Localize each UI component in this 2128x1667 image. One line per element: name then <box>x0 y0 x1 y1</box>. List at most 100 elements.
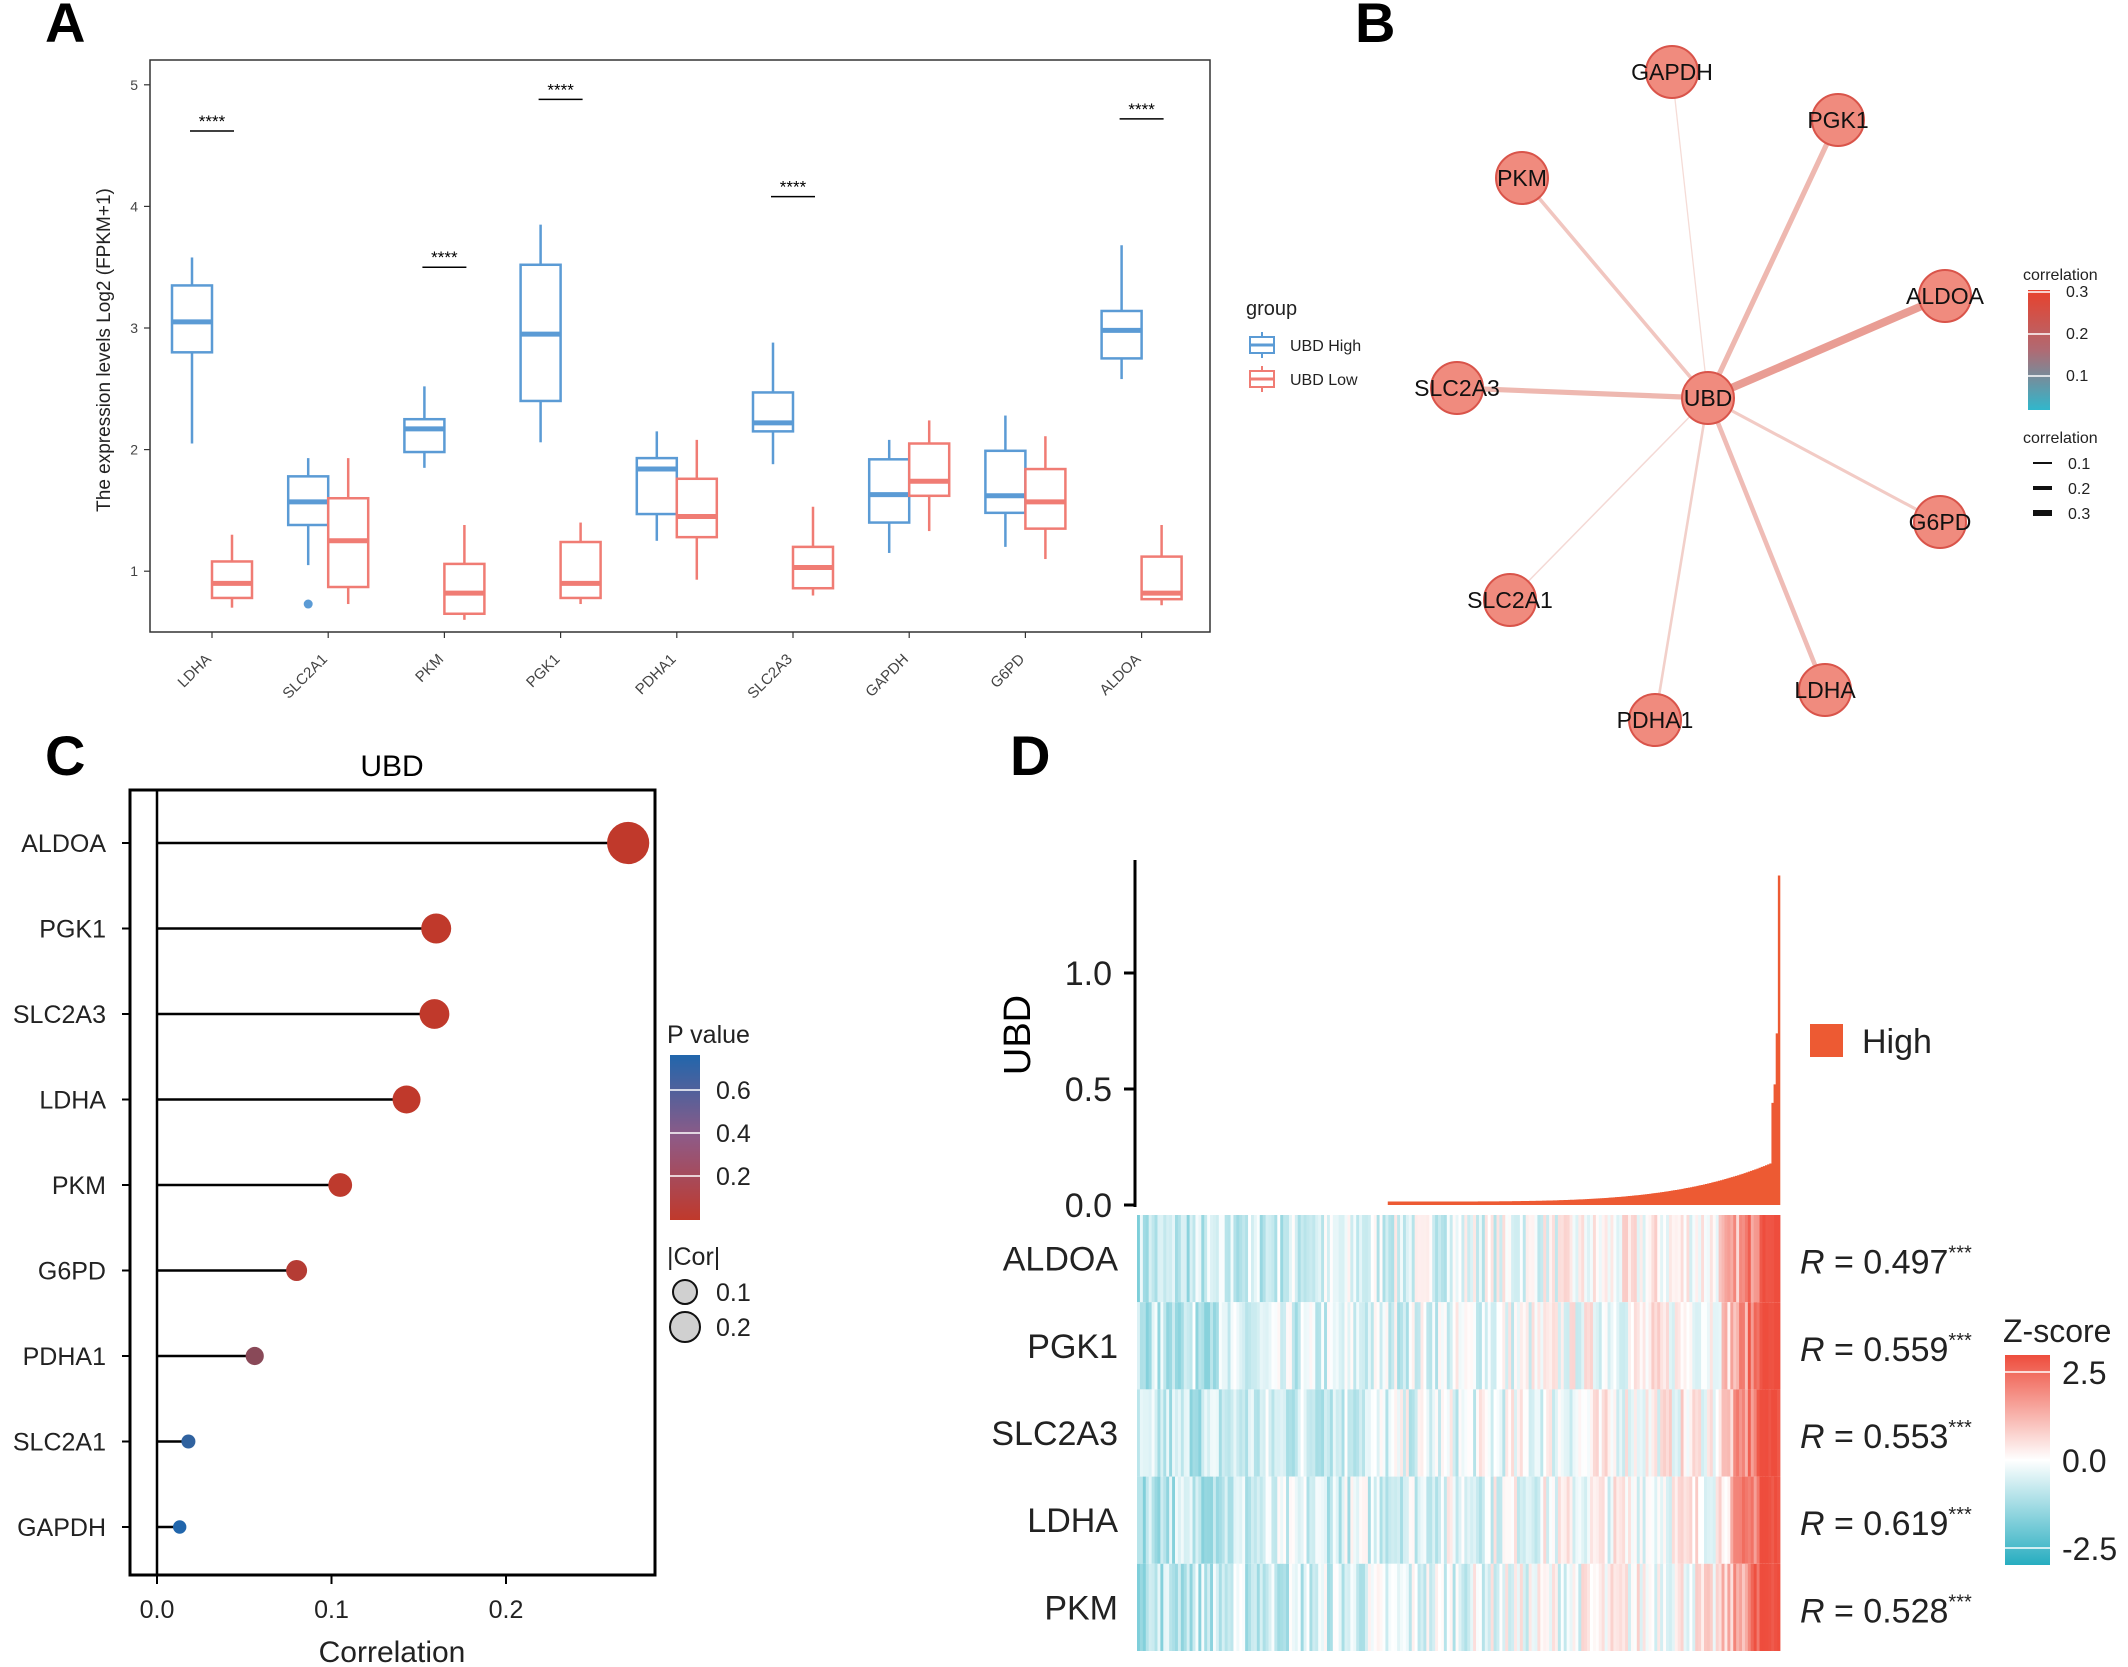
panel-b-edge-pdha1 <box>1653 396 1710 722</box>
panel-b-width-tick-label: 0.1 <box>2068 456 2090 473</box>
panel-a-box-pdha1-high <box>635 431 679 541</box>
panel-a-box-ldha-low <box>210 534 254 608</box>
panel-b-node-pdha1: PDHA1 <box>1617 693 1694 747</box>
svg-text:PDHA1: PDHA1 <box>1617 707 1694 733</box>
panel-c-size-legend-title: |Cor| <box>667 1243 720 1271</box>
panel-c-dot-slc2a1 <box>181 1434 196 1449</box>
panel-d-heat-row-aldoa <box>1137 1215 1781 1303</box>
svg-text:PKM: PKM <box>1497 165 1547 191</box>
panel-a-plot-frame <box>149 59 1211 633</box>
panel-a-box-pgk1-high <box>519 224 562 443</box>
panel-b-network: GAPDH PGK1 PKM ALDOA SLC2A3 UBD G6PD SLC2A1 PDHA… <box>1414 45 2098 747</box>
panel-a-x-tick-label: PDHA1 <box>632 651 679 698</box>
panel-c-size-swatch <box>669 1311 701 1343</box>
svg-text:LDHA: LDHA <box>1794 677 1856 703</box>
panel-c-y-tick-label: G6PD <box>38 1258 106 1286</box>
panel-b-color-tick-label: 0.1 <box>2066 368 2088 385</box>
panel-a-y-tick-label: 3 <box>130 320 138 336</box>
panel-d-heat-row-pkm <box>1137 1563 1781 1651</box>
panel-a-x-tick-label: ALDOA <box>1096 651 1144 699</box>
panel-b-node-slc2a3: SLC2A3 <box>1414 361 1500 415</box>
panel-c-y-tick-label: LDHA <box>39 1087 106 1115</box>
panel-c-y-tick-label: GAPDH <box>17 1514 106 1542</box>
panel-a-box-pkm-low <box>443 524 486 620</box>
panel-d-zscore-tick-label: 2.5 <box>2062 1355 2106 1391</box>
panel-b-width-tick-label: 0.2 <box>2068 481 2090 498</box>
panel-d-r-value-aldoa: R = 0.497*** <box>1800 1243 1972 1282</box>
panel-b-node-pkm: PKM <box>1495 151 1549 205</box>
panel-b-width-tick-label: 0.3 <box>2068 506 2090 523</box>
panel-b-color-legend-title: correlation <box>2023 267 2098 284</box>
panel-a-box-aldoa-low <box>1140 524 1183 606</box>
panel-label-c: C <box>45 724 85 787</box>
panel-c-dot-gapdh <box>172 1520 187 1534</box>
panel-c-dot-ldha <box>392 1085 421 1114</box>
panel-a-x-tick-label: PGK1 <box>523 651 563 691</box>
panel-c-y-tick-label: ALDOA <box>21 830 106 858</box>
panel-a-x-tick-label: G6PD <box>987 651 1028 692</box>
panel-d-heat-row-ldha <box>1137 1476 1781 1564</box>
panel-a-box-slc2a3-low <box>791 506 835 596</box>
panel-b-edge-ldha <box>1705 395 1828 693</box>
panel-c-size-legend: |Cor| 0.1 0.2 <box>667 1243 751 1343</box>
panel-b-node-gapdh: GAPDH <box>1631 45 1713 99</box>
panel-a-boxplot: The expression levels Log2 (FPKM+1) 1 2 3 4… <box>94 59 1361 703</box>
panel-c-y-tick-label: PGK1 <box>39 916 106 944</box>
panel-a-x-tick-label: SLC2A3 <box>744 651 796 703</box>
panel-b-color-legend: correlation 0.3 0.2 0.1 <box>2023 267 2098 410</box>
panel-c-size-tick-label: 0.2 <box>716 1314 751 1342</box>
panel-a-box-g6pd-low <box>1024 436 1067 560</box>
panel-b-edge-g6pd <box>1706 396 1942 524</box>
panel-d-y-axis-label: UBD <box>997 995 1039 1075</box>
panel-a-outlier <box>303 599 313 609</box>
panel-d-heat-row-pgk1 <box>1137 1302 1781 1390</box>
panel-d-y-tick-label: 0.0 <box>1065 1187 1112 1225</box>
panel-a-y-tick-label: 2 <box>130 442 138 458</box>
panel-a-box-pkm-high <box>403 386 446 468</box>
svg-text:UBD Low: UBD Low <box>1290 372 1358 389</box>
panel-d-row-label-ldha: LDHA <box>1027 1502 1118 1540</box>
panel-b-width-legend: correlation 0.1 0.2 0.3 <box>2023 430 2098 523</box>
panel-c-dot-pgk1 <box>421 913 452 944</box>
panel-a-box-ldha-high <box>170 257 214 444</box>
panel-b-width-legend-title: correlation <box>2023 430 2098 447</box>
svg-text:SLC2A1: SLC2A1 <box>1467 587 1553 613</box>
panel-d-high-legend: High <box>1810 1023 1932 1061</box>
panel-d-y-tick-label: 1.0 <box>1065 955 1112 993</box>
panel-a-legend-title: group <box>1246 298 1297 320</box>
panel-d-bar-heatmap: UBD 1.0 0.5 0.0 ALDOA R = 0.497*** PGK1 R = 0… <box>991 860 2117 1651</box>
panel-a-box-slc2a3-high <box>751 342 795 465</box>
panel-a-box-g6pd-high <box>984 415 1027 547</box>
panel-a-y-axis-label: The expression levels Log2 (FPKM+1) <box>94 188 115 512</box>
panel-a-box-gapdh-high <box>867 439 911 553</box>
panel-a-box-aldoa-high <box>1100 245 1143 380</box>
panel-c-x-tick-label: 0.0 <box>140 1596 175 1624</box>
panel-d-high-legend-label: High <box>1862 1023 1932 1061</box>
panel-b-edge-gapdh <box>1671 71 1709 399</box>
panel-a-box-gapdh-low <box>907 420 951 532</box>
panel-c-size-swatch <box>672 1279 698 1305</box>
panel-a-sig-label: **** <box>199 112 226 131</box>
panel-label-a: A <box>45 0 85 54</box>
panel-c-p-legend-title: P value <box>667 1021 750 1049</box>
panel-b-color-tick-label: 0.3 <box>2066 284 2088 301</box>
panel-d-r-value-pgk1: R = 0.559*** <box>1800 1330 1972 1369</box>
panel-c-title: UBD <box>360 750 423 783</box>
panel-c-p-tick-label: 0.6 <box>716 1077 751 1105</box>
panel-d-row-label-pgk1: PGK1 <box>1027 1328 1118 1366</box>
panel-a-legend-item-high: UBD High <box>1249 332 1361 358</box>
panel-d-row-label-pkm: PKM <box>1044 1589 1118 1627</box>
panel-b-edge-slc2a3 <box>1454 385 1711 401</box>
panel-c-y-tick-label: SLC2A3 <box>13 1001 106 1029</box>
panel-c-p-legend: P value 0.6 0.4 0.2 <box>667 1021 751 1220</box>
panel-d-row-label-slc2a3: SLC2A3 <box>991 1415 1118 1453</box>
panel-c-x-tick-label: 0.2 <box>489 1596 524 1624</box>
panel-b-color-bar <box>2028 290 2050 410</box>
panel-d-y-tick-label: 0.5 <box>1065 1071 1112 1109</box>
panel-a-legend-item-low: UBD Low <box>1249 366 1358 392</box>
panel-a-x-tick-label: PKM <box>412 651 447 686</box>
panel-b-color-tick-label: 0.2 <box>2066 326 2088 343</box>
panel-c-p-color-bar <box>670 1055 700 1220</box>
panel-c-dot-pdha1 <box>245 1346 264 1366</box>
panel-c-lollipop: UBD Correlation 0.0 0.1 0.2 ALDOA PGK1 SLC2A3… <box>13 750 751 1667</box>
